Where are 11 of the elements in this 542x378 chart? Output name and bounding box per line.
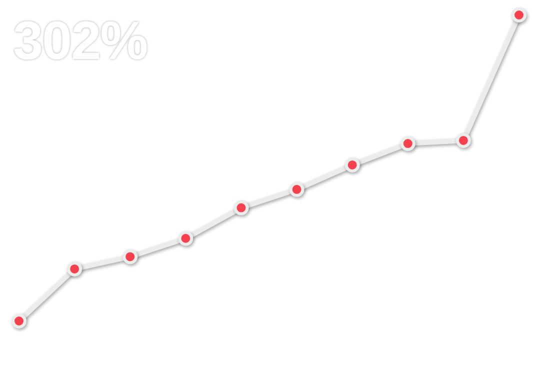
point [234,200,249,216]
point [178,230,194,246]
point [67,261,82,276]
point [512,8,526,22]
point [12,314,26,328]
chart-title: 302% [13,11,148,71]
point [456,132,471,148]
point [400,136,416,152]
point [122,249,138,264]
point [289,182,304,197]
point [344,157,360,172]
